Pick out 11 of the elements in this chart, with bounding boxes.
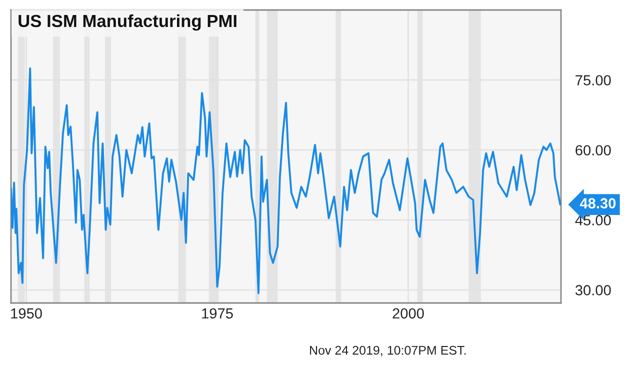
line-series bbox=[11, 67, 561, 294]
y-tick-label: 45.00 bbox=[575, 215, 611, 226]
annotation: 48.30 bbox=[580, 198, 616, 208]
x-tick-label: 1950 bbox=[11, 308, 42, 319]
x-tick-label: 2000 bbox=[392, 308, 424, 319]
text: Nov 24 2019, 10:07PM EST. bbox=[310, 346, 466, 356]
y-tick-label: 60.00 bbox=[576, 145, 611, 156]
x-tick-label: 1975 bbox=[202, 308, 233, 319]
y-tick-label: 75.00 bbox=[576, 75, 611, 86]
y-tick-label: 30.00 bbox=[575, 285, 611, 296]
chart-title: US ISM Manufacturing PMI bbox=[18, 14, 236, 31]
